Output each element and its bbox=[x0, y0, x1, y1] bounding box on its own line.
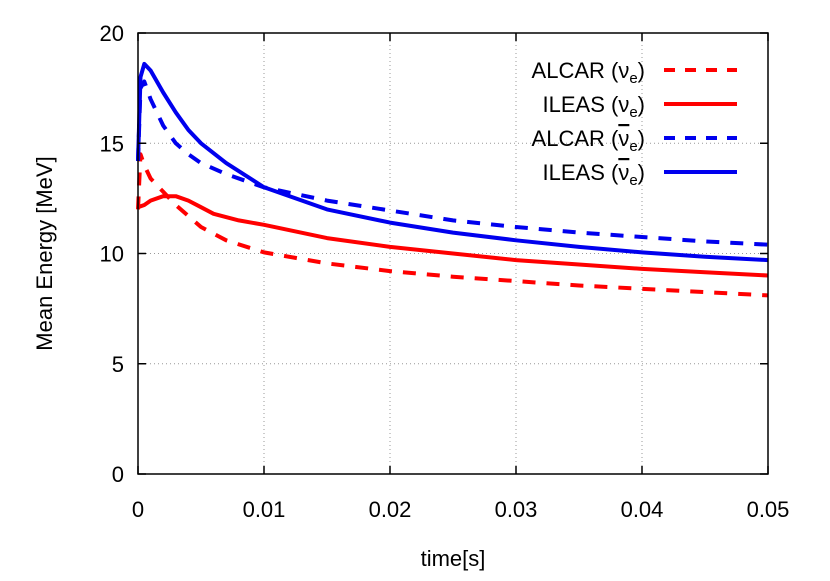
legend-label-subscript: e bbox=[629, 172, 637, 189]
x-tick-label: 0 bbox=[132, 497, 144, 522]
legend-label: ALCAR (νe) bbox=[532, 58, 645, 87]
x-tick-label: 0.03 bbox=[495, 497, 538, 522]
series-line-1 bbox=[137, 194, 769, 278]
legend-label: ILEAS (νe) bbox=[543, 92, 645, 121]
legend-label-base: ILEAS ( bbox=[543, 92, 619, 117]
legend-label-base: ALCAR ( bbox=[532, 58, 619, 83]
series-layer bbox=[136, 61, 769, 298]
legend-label-symbol: ν bbox=[618, 58, 629, 83]
series-line-3 bbox=[136, 61, 769, 263]
legend-label-symbol: ν bbox=[618, 160, 629, 185]
y-tick-label: 5 bbox=[112, 352, 124, 377]
y-tick-label: 10 bbox=[100, 242, 124, 267]
series-line-2 bbox=[136, 79, 769, 247]
legend-label-subscript: e bbox=[629, 104, 637, 121]
y-tick-label: 15 bbox=[100, 131, 124, 156]
legend-label-close: ) bbox=[638, 58, 645, 83]
legend-entry-3: ILEAS (νe) bbox=[543, 160, 737, 189]
legend-label-close: ) bbox=[638, 126, 645, 151]
y-axis-label: Mean Energy [MeV] bbox=[32, 156, 57, 350]
legend-label-subscript: e bbox=[629, 70, 637, 87]
legend-label: ILEAS (νe) bbox=[543, 160, 645, 189]
ticks-layer: 0 0.01 0.02 0.03 0.04 0.05 0 5 10 15 20 bbox=[100, 21, 790, 522]
legend-label-close: ) bbox=[638, 160, 645, 185]
legend-label-symbol: ν bbox=[618, 126, 629, 151]
x-tick-label: 0.05 bbox=[747, 497, 790, 522]
legend: ALCAR (νe)ILEAS (νe)ALCAR (νe)ILEAS (νe) bbox=[532, 58, 737, 189]
legend-label-base: ILEAS ( bbox=[543, 160, 619, 185]
legend-label: ALCAR (νe) bbox=[532, 126, 645, 155]
x-tick-label: 0.01 bbox=[243, 497, 286, 522]
legend-label-close: ) bbox=[638, 92, 645, 117]
legend-entry-0: ALCAR (νe) bbox=[532, 58, 737, 87]
legend-label-base: ALCAR ( bbox=[532, 126, 619, 151]
x-axis-label: time[s] bbox=[421, 546, 486, 571]
y-tick-label: 0 bbox=[112, 462, 124, 487]
y-tick-label: 20 bbox=[100, 21, 124, 46]
legend-entry-2: ALCAR (νe) bbox=[532, 126, 737, 155]
x-tick-label: 0.04 bbox=[621, 497, 664, 522]
x-tick-label: 0.02 bbox=[369, 497, 412, 522]
series-line-0 bbox=[136, 152, 769, 298]
legend-label-subscript: e bbox=[629, 138, 637, 155]
legend-entry-1: ILEAS (νe) bbox=[543, 92, 737, 121]
legend-label-symbol: ν bbox=[618, 92, 629, 117]
